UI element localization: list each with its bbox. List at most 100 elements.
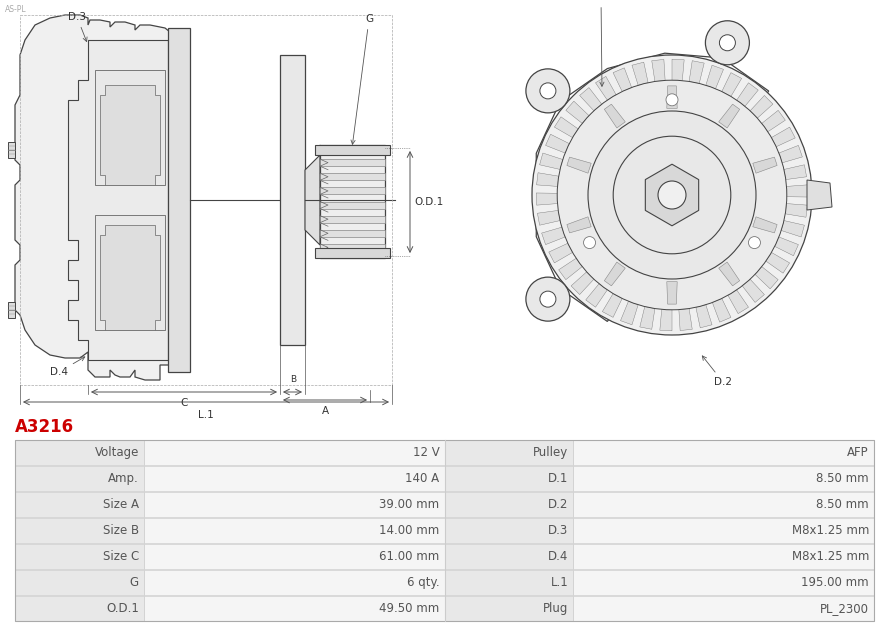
Text: D.4: D.4 [50,357,84,377]
Circle shape [557,80,787,310]
Text: A: A [322,406,329,416]
Polygon shape [100,225,160,330]
Circle shape [540,291,556,307]
Polygon shape [645,164,699,226]
Bar [15,596,144,621]
Text: 49.50 mm: 49.50 mm [380,602,439,615]
Polygon shape [580,88,602,111]
Polygon shape [742,279,765,302]
Polygon shape [320,145,385,152]
Text: 8.50 mm: 8.50 mm [816,472,869,485]
Circle shape [666,94,678,106]
Text: D.1: D.1 [548,472,568,485]
Bar [444,492,573,517]
Circle shape [540,83,556,99]
Polygon shape [712,298,731,322]
Polygon shape [586,283,607,307]
Polygon shape [320,230,385,237]
Bar [573,544,874,569]
Polygon shape [168,28,190,372]
Polygon shape [753,157,777,173]
Polygon shape [750,95,773,118]
Circle shape [583,237,596,249]
Polygon shape [537,173,559,186]
Bar [573,570,874,595]
Polygon shape [320,188,385,194]
Polygon shape [280,55,305,345]
Polygon shape [320,159,385,166]
Polygon shape [632,62,648,85]
Polygon shape [706,65,724,88]
Polygon shape [785,204,807,217]
Polygon shape [652,59,665,82]
Text: 14.00 mm: 14.00 mm [380,524,439,537]
Bar [144,492,444,517]
Circle shape [526,69,570,113]
Polygon shape [555,117,578,138]
Text: Size B: Size B [103,524,139,537]
Text: L.1: L.1 [550,576,568,589]
Bar [15,440,874,621]
Bar [144,440,444,465]
Bar [15,466,144,491]
Polygon shape [718,262,740,286]
Text: 8.50 mm: 8.50 mm [816,498,869,511]
Bar [144,570,444,595]
Circle shape [526,277,570,321]
Text: G: G [130,576,139,589]
Circle shape [719,35,735,50]
Polygon shape [753,217,777,233]
Text: 6 qty.: 6 qty. [407,576,439,589]
Polygon shape [784,164,806,179]
Polygon shape [538,211,560,226]
Bar [15,492,144,517]
Text: M8x1.25 mm: M8x1.25 mm [791,524,869,537]
Polygon shape [640,307,655,330]
Bar [15,440,144,465]
Polygon shape [787,185,808,197]
Bar [15,544,144,569]
Polygon shape [807,180,832,210]
Polygon shape [679,308,693,331]
Bar [144,544,444,569]
Polygon shape [315,248,390,258]
Text: Amp.: Amp. [108,472,139,485]
Polygon shape [603,293,622,317]
Polygon shape [546,134,569,153]
Circle shape [705,21,749,65]
Bar [444,466,573,491]
Text: C: C [180,398,188,408]
Text: B: B [291,375,297,384]
Text: Plug: Plug [543,602,568,615]
Circle shape [588,111,756,279]
Circle shape [532,55,812,335]
Text: O.D.1: O.D.1 [414,197,444,207]
Bar [15,518,144,543]
Text: 140 A: 140 A [405,472,439,485]
Polygon shape [320,244,385,251]
Polygon shape [320,216,385,222]
Polygon shape [660,310,672,331]
Bar [444,570,573,595]
Polygon shape [766,252,789,273]
Polygon shape [100,85,160,185]
Polygon shape [667,86,677,108]
Text: O.D.1: O.D.1 [106,602,139,615]
Text: D.1: D.1 [592,0,610,87]
Polygon shape [781,221,805,237]
Text: D.2: D.2 [548,498,568,511]
Polygon shape [8,142,15,158]
Bar [15,570,144,595]
Polygon shape [68,40,168,360]
Polygon shape [762,110,785,131]
Bar [444,544,573,569]
Text: AS-PL: AS-PL [5,5,27,14]
Polygon shape [95,215,165,330]
Polygon shape [8,302,15,318]
Text: 12 V: 12 V [412,446,439,459]
Polygon shape [755,267,778,289]
Bar [444,440,573,465]
Polygon shape [540,153,563,169]
Polygon shape [737,83,758,107]
Text: Voltage: Voltage [94,446,139,459]
